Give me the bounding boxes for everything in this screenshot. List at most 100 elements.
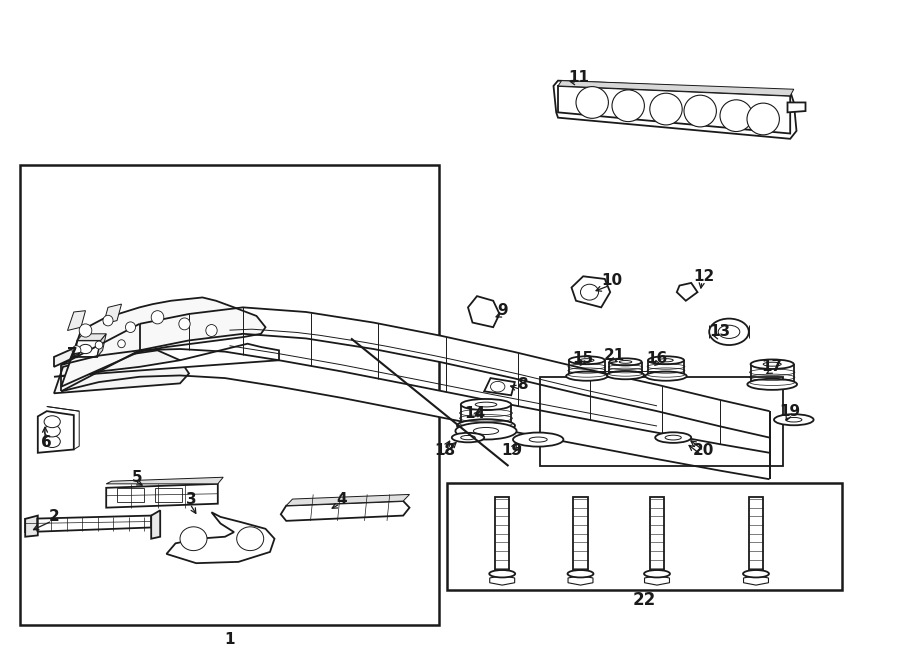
Ellipse shape: [237, 527, 264, 551]
Polygon shape: [68, 311, 86, 330]
Polygon shape: [468, 296, 500, 327]
Ellipse shape: [452, 433, 484, 442]
Text: 17: 17: [761, 360, 783, 374]
Polygon shape: [568, 576, 593, 585]
Ellipse shape: [655, 432, 691, 443]
Polygon shape: [166, 512, 274, 563]
Polygon shape: [25, 516, 151, 532]
Polygon shape: [644, 576, 670, 585]
Text: 18: 18: [434, 444, 455, 458]
Text: 12: 12: [693, 269, 715, 284]
Ellipse shape: [125, 322, 136, 332]
Ellipse shape: [180, 527, 207, 551]
Ellipse shape: [607, 371, 644, 379]
Ellipse shape: [79, 344, 92, 354]
Text: 21: 21: [604, 348, 626, 363]
Polygon shape: [74, 340, 101, 357]
Text: 9: 9: [497, 303, 508, 318]
Polygon shape: [572, 276, 610, 307]
Polygon shape: [286, 494, 410, 506]
Polygon shape: [749, 497, 763, 570]
Bar: [447, 483, 842, 590]
Text: 19: 19: [779, 404, 801, 418]
Text: 8: 8: [517, 377, 527, 392]
Text: 3: 3: [186, 492, 197, 506]
Polygon shape: [104, 304, 122, 324]
Polygon shape: [788, 102, 806, 112]
Ellipse shape: [490, 570, 515, 578]
Ellipse shape: [774, 414, 814, 425]
Ellipse shape: [103, 315, 113, 326]
Polygon shape: [106, 484, 218, 508]
Ellipse shape: [763, 362, 781, 366]
Ellipse shape: [720, 100, 752, 132]
Ellipse shape: [475, 402, 497, 407]
Polygon shape: [677, 283, 698, 301]
Polygon shape: [54, 344, 279, 377]
Ellipse shape: [569, 356, 605, 364]
Ellipse shape: [473, 428, 499, 434]
Text: 1: 1: [224, 633, 235, 647]
Text: 19: 19: [501, 444, 523, 458]
Ellipse shape: [665, 435, 681, 440]
Ellipse shape: [751, 360, 794, 369]
Ellipse shape: [648, 356, 684, 364]
Polygon shape: [495, 497, 509, 570]
Polygon shape: [558, 81, 794, 96]
Polygon shape: [558, 86, 790, 134]
Ellipse shape: [151, 311, 164, 324]
Text: 16: 16: [646, 351, 668, 366]
Ellipse shape: [566, 371, 608, 381]
Ellipse shape: [644, 570, 670, 578]
Ellipse shape: [747, 379, 797, 390]
Polygon shape: [106, 477, 223, 484]
Ellipse shape: [79, 324, 92, 337]
Polygon shape: [573, 497, 588, 570]
Ellipse shape: [455, 422, 517, 440]
Polygon shape: [554, 81, 796, 139]
Polygon shape: [650, 497, 664, 570]
Polygon shape: [140, 307, 770, 438]
Bar: [155, 488, 182, 502]
Text: 6: 6: [41, 436, 52, 450]
Polygon shape: [490, 576, 515, 585]
Text: 15: 15: [572, 351, 594, 366]
Text: 2: 2: [49, 510, 59, 524]
Text: 11: 11: [568, 71, 590, 85]
Polygon shape: [151, 510, 160, 539]
Ellipse shape: [44, 425, 60, 437]
Ellipse shape: [206, 325, 217, 336]
Text: 14: 14: [464, 406, 486, 420]
Ellipse shape: [619, 360, 632, 364]
Ellipse shape: [659, 359, 673, 362]
Polygon shape: [743, 576, 769, 585]
Polygon shape: [61, 297, 266, 387]
Polygon shape: [25, 516, 38, 537]
Ellipse shape: [743, 570, 769, 578]
Ellipse shape: [645, 371, 687, 381]
Ellipse shape: [118, 340, 125, 348]
Text: 4: 4: [337, 492, 347, 506]
Bar: [540, 377, 783, 466]
Text: 22: 22: [633, 591, 656, 609]
Ellipse shape: [612, 90, 644, 122]
Ellipse shape: [684, 95, 716, 127]
Bar: [20, 165, 439, 625]
Polygon shape: [281, 501, 410, 521]
Ellipse shape: [461, 436, 475, 440]
Text: 13: 13: [709, 325, 731, 339]
Polygon shape: [38, 411, 74, 453]
Polygon shape: [54, 350, 189, 393]
Ellipse shape: [718, 325, 740, 338]
Ellipse shape: [786, 418, 802, 422]
Text: 10: 10: [601, 274, 623, 288]
Text: 20: 20: [693, 444, 715, 458]
Ellipse shape: [709, 319, 749, 345]
Ellipse shape: [529, 437, 547, 442]
Text: 5: 5: [131, 470, 142, 485]
Ellipse shape: [609, 358, 642, 366]
Ellipse shape: [95, 341, 103, 349]
Ellipse shape: [747, 103, 779, 135]
Ellipse shape: [650, 93, 682, 125]
Ellipse shape: [580, 284, 598, 300]
